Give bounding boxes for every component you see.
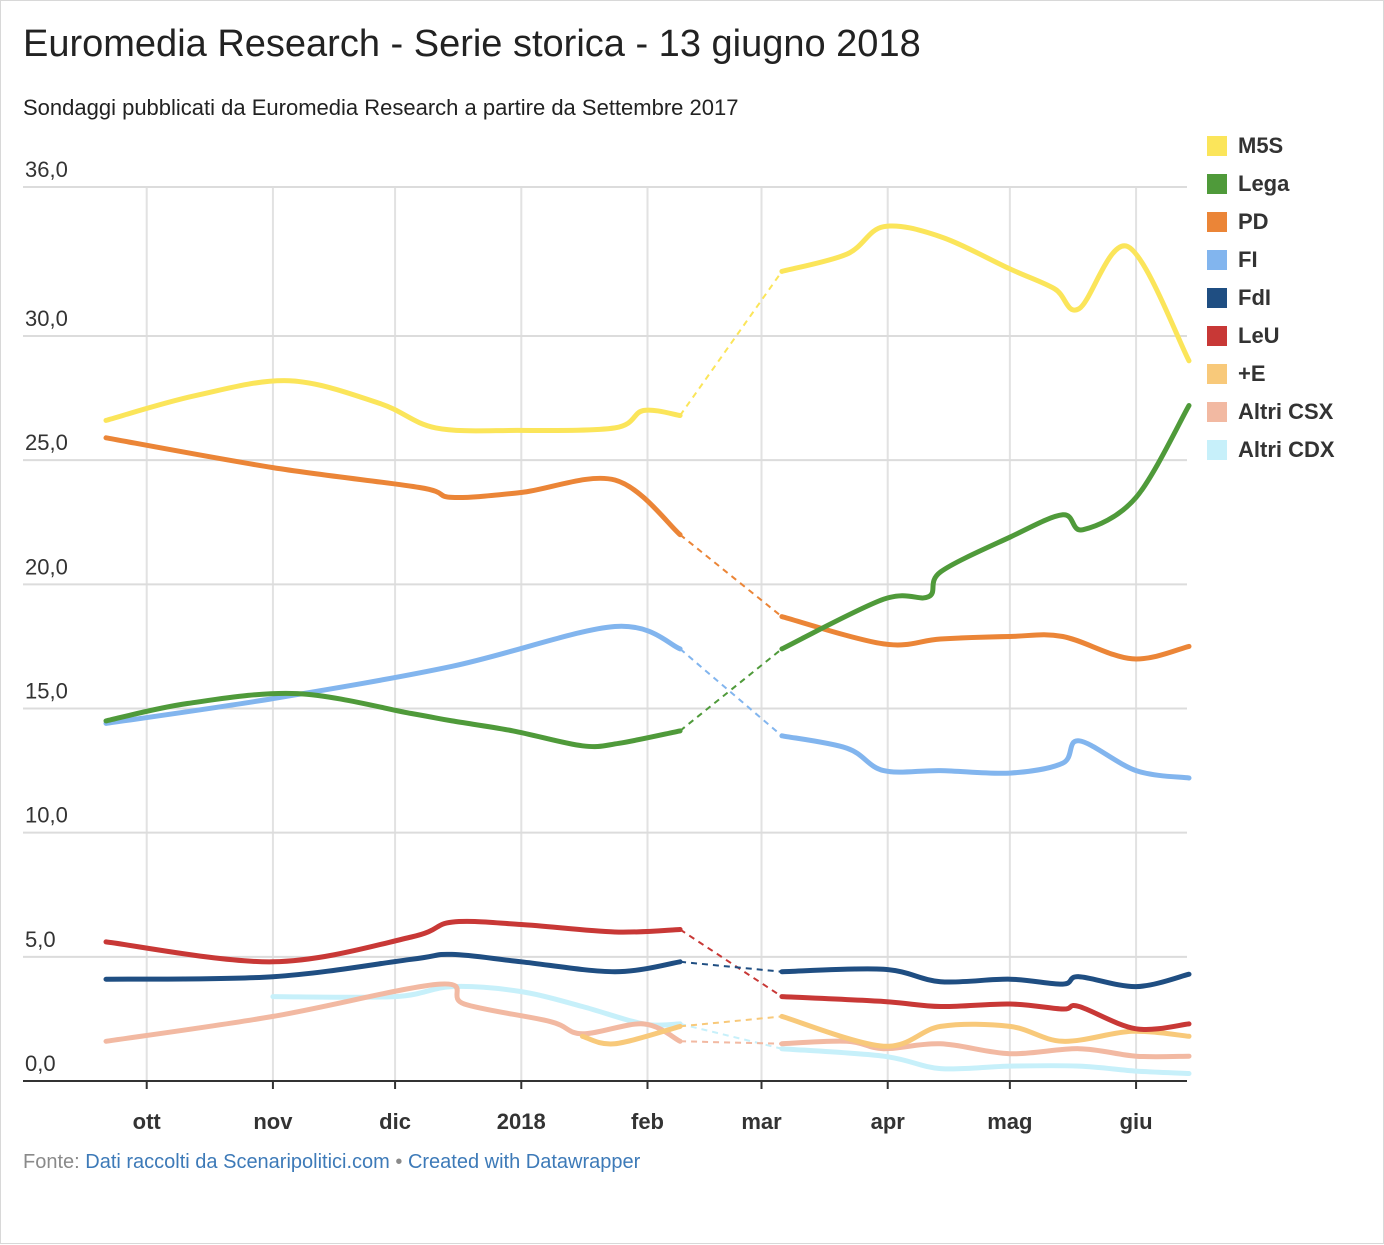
series-fi xyxy=(103,623,1192,781)
series-pd xyxy=(103,435,1192,662)
x-tick-label: feb xyxy=(631,1109,664,1134)
y-tick-label: 20,0 xyxy=(25,554,68,579)
legend-label: Altri CSX xyxy=(1238,399,1334,424)
series-gap-fdi xyxy=(679,960,782,973)
source-link[interactable]: Dati raccolti da Scenaripolitici.com xyxy=(85,1151,390,1173)
legend-swatch xyxy=(1207,402,1227,422)
series-gap-pd xyxy=(679,533,783,618)
legend-item: LeU xyxy=(1207,317,1335,355)
legend-item: Altri CDX xyxy=(1207,431,1335,469)
series-line-m5s xyxy=(779,223,1192,364)
series-gap-fi xyxy=(679,648,783,737)
legend-label: FI xyxy=(1238,247,1258,272)
series-line-altri-cdx xyxy=(779,1046,1192,1076)
chart-footer: Fonte: Dati raccolti da Scenaripolitici.… xyxy=(23,1151,640,1174)
series-gap-lega xyxy=(679,648,783,732)
series-line-e xyxy=(779,1013,1192,1049)
legend-item: FdI xyxy=(1207,279,1335,317)
legend-label: M5S xyxy=(1238,133,1284,158)
series-gap-altri-cdx xyxy=(679,1022,783,1050)
series-e xyxy=(579,1013,1192,1049)
series-leu xyxy=(103,918,1192,1032)
legend-label: PD xyxy=(1238,209,1269,234)
legend-label: FdI xyxy=(1238,285,1271,310)
series-line-lega xyxy=(779,403,1192,652)
series-line-altri-csx xyxy=(779,1038,1192,1060)
legend-item: Altri CSX xyxy=(1207,393,1335,431)
series-altri-cdx xyxy=(270,983,1192,1076)
legend-label: +E xyxy=(1238,361,1266,386)
x-tick-label: mag xyxy=(987,1109,1032,1134)
series-line-leu xyxy=(779,994,1192,1032)
series-line-pd xyxy=(779,614,1192,662)
series-lega xyxy=(103,403,1192,750)
series-layer xyxy=(103,223,1192,1076)
series-line-fi xyxy=(103,623,683,726)
chart-title: Euromedia Research - Serie storica - 13 … xyxy=(23,23,921,65)
legend-swatch xyxy=(1207,250,1227,270)
legend-item: M5S xyxy=(1207,127,1335,165)
series-line-fdi xyxy=(103,951,683,982)
series-gap-e xyxy=(679,1015,782,1028)
legend-swatch xyxy=(1207,212,1227,232)
legend-label: LeU xyxy=(1238,323,1280,348)
legend-swatch xyxy=(1207,288,1227,308)
legend-item: +E xyxy=(1207,355,1335,393)
legend-item: Lega xyxy=(1207,165,1335,203)
series-altri-csx xyxy=(103,981,1192,1060)
series-m5s xyxy=(103,223,1192,434)
y-tick-label: 0,0 xyxy=(25,1051,56,1076)
legend-item: FI xyxy=(1207,241,1335,279)
x-axis: ott nov dic 2018 feb mar apr mag giu xyxy=(133,1081,1153,1134)
series-line-lega xyxy=(103,690,683,750)
series-line-m5s xyxy=(103,378,683,434)
datawrapper-link[interactable]: Created with Datawrapper xyxy=(407,1151,641,1173)
series-gap-m5s xyxy=(679,270,783,417)
footer-prefix: Fonte: xyxy=(23,1151,86,1173)
series-line-altri-csx xyxy=(103,981,683,1044)
series-line-fdi xyxy=(779,966,1192,990)
x-tick-label: nov xyxy=(253,1109,293,1134)
x-tick-label: ott xyxy=(133,1109,162,1134)
x-tick-label: giu xyxy=(1120,1109,1153,1134)
x-tick-label: 2018 xyxy=(497,1109,546,1134)
legend-swatch xyxy=(1207,364,1227,384)
series-line-pd xyxy=(103,435,683,538)
y-tick-label: 30,0 xyxy=(25,306,68,331)
series-line-e xyxy=(579,1023,683,1047)
x-tick-label: dic xyxy=(379,1109,411,1134)
legend-label: Lega xyxy=(1238,171,1290,196)
legend-label: Altri CDX xyxy=(1238,437,1335,462)
legend-swatch xyxy=(1207,136,1227,156)
series-fdi xyxy=(103,951,1192,990)
chart-legend: M5S Lega PD FI FdI LeU +E Altri CSX Altri CDX xyxy=(1207,127,1335,469)
y-tick-label: 10,0 xyxy=(25,803,68,828)
x-tick-label: mar xyxy=(741,1109,782,1134)
y-tick-label: 15,0 xyxy=(25,679,68,704)
series-line-fi xyxy=(779,733,1192,781)
legend-swatch xyxy=(1207,326,1227,346)
legend-item: PD xyxy=(1207,203,1335,241)
footer-separator: • xyxy=(389,1151,408,1173)
y-tick-label: 5,0 xyxy=(25,927,56,952)
y-tick-label: 25,0 xyxy=(25,430,68,455)
legend-swatch xyxy=(1207,174,1227,194)
legend-swatch xyxy=(1207,440,1227,460)
x-tick-label: apr xyxy=(871,1109,906,1134)
grid-layer: 0,0 5,0 10,0 15,0 20,0 25,0 30,0 36,0 xyxy=(23,157,1187,1082)
chart-subtitle: Sondaggi pubblicati da Euromedia Researc… xyxy=(23,95,739,120)
series-line-leu xyxy=(103,918,683,965)
y-tick-label: 36,0 xyxy=(25,157,68,182)
series-gap-leu xyxy=(679,928,783,998)
series-gap-altri-csx xyxy=(680,1040,782,1045)
